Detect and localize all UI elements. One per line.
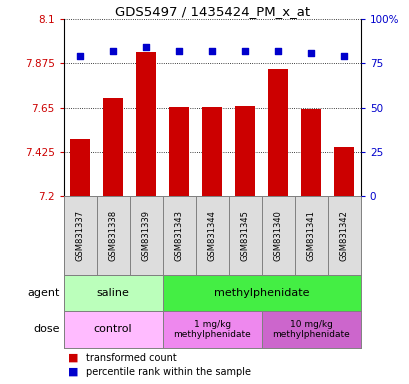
Text: GSM831345: GSM831345: [240, 210, 249, 261]
Point: [307, 50, 314, 56]
Text: GSM831339: GSM831339: [141, 210, 150, 261]
Point: [110, 48, 116, 54]
Bar: [162, 311, 261, 348]
Text: control: control: [94, 324, 132, 334]
Bar: [267, 69, 288, 196]
Text: ■: ■: [67, 353, 78, 363]
Point: [76, 53, 83, 60]
Text: GSM831341: GSM831341: [306, 210, 315, 261]
Bar: [169, 106, 189, 196]
Bar: [136, 51, 156, 196]
Point: [208, 48, 215, 54]
Point: [241, 48, 248, 54]
Text: GSM831338: GSM831338: [108, 210, 117, 261]
Text: 10 mg/kg
methylphenidate: 10 mg/kg methylphenidate: [272, 319, 349, 339]
Point: [175, 48, 182, 54]
Text: dose: dose: [33, 324, 59, 334]
Text: agent: agent: [27, 288, 59, 298]
Text: GSM831343: GSM831343: [174, 210, 183, 261]
Bar: [202, 106, 222, 196]
Bar: [334, 147, 353, 196]
Text: saline: saline: [97, 288, 129, 298]
Point: [340, 53, 347, 60]
Bar: [63, 311, 162, 348]
Bar: [63, 275, 162, 311]
Point: [274, 48, 281, 54]
Text: GSM831340: GSM831340: [273, 210, 282, 261]
Bar: [301, 109, 320, 196]
Text: ■: ■: [67, 367, 78, 377]
Bar: [103, 98, 123, 196]
Bar: [162, 275, 360, 311]
Text: GSM831342: GSM831342: [339, 210, 348, 261]
Text: transformed count: transformed count: [86, 353, 176, 363]
Bar: [261, 311, 360, 348]
Text: percentile rank within the sample: percentile rank within the sample: [86, 367, 250, 377]
Text: GSM831344: GSM831344: [207, 210, 216, 261]
Text: methylphenidate: methylphenidate: [213, 288, 309, 298]
Title: GDS5497 / 1435424_PM_x_at: GDS5497 / 1435424_PM_x_at: [115, 5, 309, 18]
Point: [142, 45, 149, 51]
Text: GSM831337: GSM831337: [75, 210, 84, 261]
Text: 1 mg/kg
methylphenidate: 1 mg/kg methylphenidate: [173, 319, 250, 339]
Bar: [235, 106, 254, 196]
Bar: [70, 139, 90, 196]
